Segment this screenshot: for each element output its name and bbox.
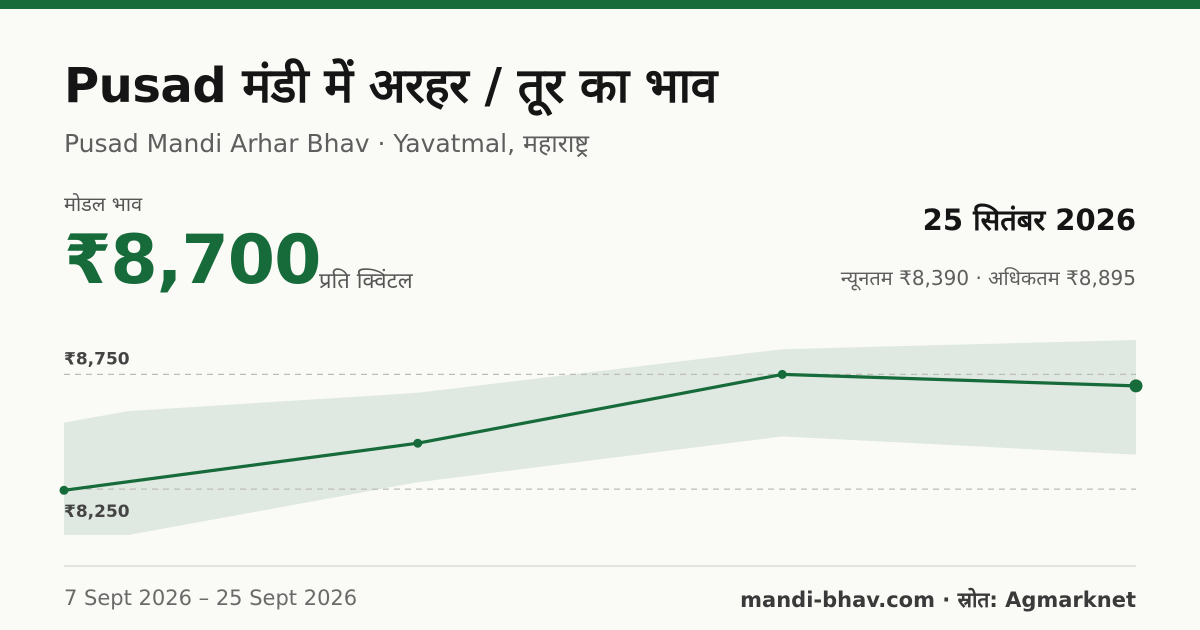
max-price-label: अधिकतम bbox=[988, 266, 1060, 290]
top-accent-bar bbox=[0, 0, 1200, 9]
data-point bbox=[1129, 379, 1143, 393]
chart-tick-labels: ₹8,750 ₹8,250 bbox=[64, 349, 130, 522]
footer-divider bbox=[64, 565, 1136, 567]
data-point bbox=[59, 485, 69, 495]
price-date: 25 सितंबर 2026 bbox=[922, 203, 1136, 237]
price-unit: प्रति क्विंटल bbox=[319, 269, 413, 294]
modal-price-value: ₹8,700 bbox=[64, 221, 321, 300]
min-price-label: न्यूनतम bbox=[840, 266, 893, 290]
range-separator: · bbox=[975, 266, 982, 290]
date-range: 7 Sept 2026 – 25 Sept 2026 bbox=[64, 586, 358, 610]
price-range: न्यूनतम ₹8,390 · अधिकतम ₹8,895 bbox=[841, 264, 1136, 291]
price-chart: ₹8,750 ₹8,250 bbox=[59, 340, 1143, 535]
source-credit: mandi-bhav.com · स्रोत: Agmarknet bbox=[740, 588, 1136, 612]
data-point bbox=[413, 438, 423, 448]
chart-grid bbox=[64, 373, 1136, 490]
max-price-value: ₹8,895 bbox=[1066, 266, 1136, 290]
chart-points bbox=[59, 369, 1143, 495]
modal-price-label: मोडल भाव bbox=[64, 192, 143, 216]
y-tick-label: ₹8,750 bbox=[64, 349, 130, 369]
min-price-value: ₹8,390 bbox=[899, 266, 970, 290]
price-range-band bbox=[64, 340, 1136, 535]
y-tick-label: ₹8,250 bbox=[64, 502, 130, 522]
page-title: Pusad मंडी में अरहर / तूर का भाव bbox=[64, 58, 717, 114]
data-point bbox=[777, 369, 787, 379]
page-subtitle: Pusad Mandi Arhar Bhav · Yavatmal, महारा… bbox=[64, 129, 589, 158]
modal-price-line bbox=[63, 372, 1137, 492]
